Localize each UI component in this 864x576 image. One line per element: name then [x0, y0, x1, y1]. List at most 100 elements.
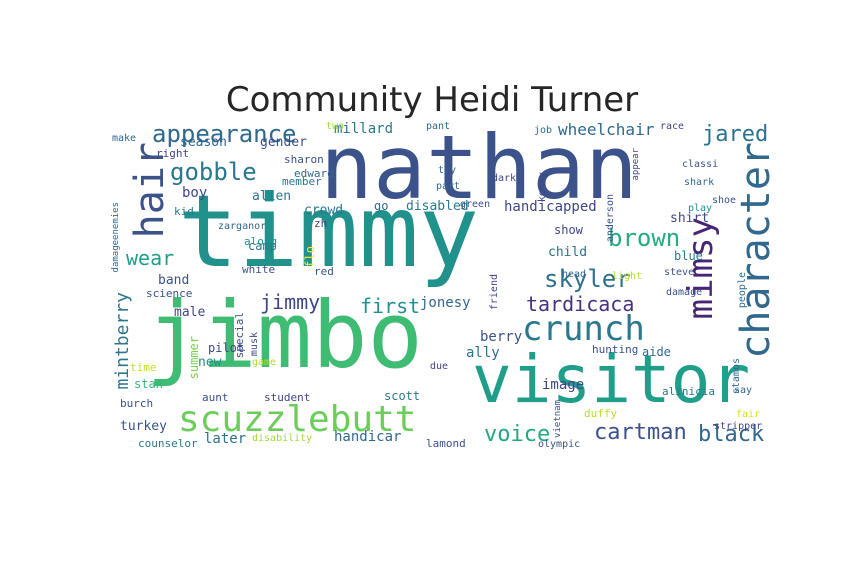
word-berry: berry [480, 329, 523, 345]
word-new: new [198, 355, 222, 370]
word-anderson: anderson [605, 194, 616, 243]
word-two: two [326, 122, 345, 132]
word-dark: dark [492, 173, 517, 184]
word-nathan: nathan [320, 122, 638, 219]
word-brown: brown [608, 224, 681, 252]
word-try: try [438, 165, 457, 176]
word-shark: shark [684, 177, 715, 188]
word-first: first [360, 294, 421, 318]
word-science: science [146, 287, 193, 300]
word-head: head [562, 269, 587, 280]
word-kenny: kenny [537, 172, 548, 203]
word-fair: fair [736, 409, 761, 420]
word-stan: stan [134, 377, 163, 391]
word-jared: jared [702, 122, 769, 147]
word-red: red [314, 265, 334, 278]
word-male: male [174, 305, 206, 320]
word-jonesy: jonesy [420, 295, 471, 311]
word-part: part [436, 181, 461, 192]
word-ally: ally [466, 345, 500, 361]
word-shoe: shoe [712, 195, 737, 206]
word-wear: wear [126, 246, 175, 270]
word-disability: disability [252, 433, 313, 444]
word-special: special [233, 312, 246, 359]
word-green: green [460, 199, 491, 210]
word-counselor: counselor [138, 437, 198, 450]
word-play: play [688, 203, 713, 214]
word-zarganor: zarganor [218, 221, 267, 232]
word-turkey: turkey [120, 419, 167, 434]
word-tardicaca: tardicaca [526, 292, 635, 316]
word-season: season [180, 135, 227, 150]
word-game: game [252, 357, 277, 368]
word-crowd: crowd [304, 203, 344, 218]
word-olympic: olympic [538, 439, 581, 450]
word-burch: burch [120, 397, 154, 410]
word-character: character [733, 142, 779, 359]
word-pilot: pilot [208, 341, 245, 355]
word-aunt: aunt [202, 391, 229, 404]
word-cartman: cartman [594, 420, 687, 445]
word-appearance: appearance [152, 122, 297, 148]
word-kid: kid [174, 205, 194, 218]
word-handicapped: handicapped [504, 199, 597, 215]
word-people: people [737, 272, 748, 309]
word-handicar: handicar [334, 429, 402, 445]
word-sharon: sharon [284, 153, 324, 166]
word-alien: alien [252, 189, 292, 204]
word-vietnam: vietnam [553, 400, 563, 438]
word-stripper: stripper [714, 421, 763, 432]
word-edward: edward [294, 167, 334, 180]
word-pant: pant [426, 122, 451, 132]
word-student: student [264, 391, 311, 404]
word-damageenemies: damageenemies [111, 202, 121, 273]
word-voice: voice [484, 422, 551, 447]
word-later: later [204, 431, 247, 447]
word-say: say [734, 385, 753, 396]
word-blue: blue [674, 249, 703, 263]
word-zh: zh [314, 217, 328, 230]
word-light: light [612, 271, 643, 282]
word-disabled: disabled [406, 199, 469, 214]
word-make: make [112, 133, 137, 144]
word-cloud: nathan timmy jimbo visitor scuzzlebutt charac… [108, 122, 780, 452]
word-visitor: visitor [472, 341, 751, 418]
word-child: child [548, 245, 588, 260]
word-right: right [156, 147, 190, 160]
word-jimbo: jimbo [146, 282, 423, 389]
word-black: black [698, 422, 765, 447]
word-boy: boy [182, 185, 208, 201]
word-alinicia: alinicia [662, 385, 715, 398]
word-aide: aide [642, 345, 671, 359]
word-millard: millard [334, 122, 394, 137]
chart-title: Community Heidi Turner [225, 80, 639, 120]
word-gobble: gobble [170, 158, 257, 186]
word-damage: damage [666, 287, 703, 298]
word-hunting: hunting [592, 343, 639, 356]
word-appear: appear [631, 148, 641, 181]
word-white: white [242, 263, 276, 276]
word-shirt: shirt [670, 211, 710, 226]
word-lamond: lamond [426, 437, 466, 450]
word-musk: musk [249, 332, 260, 357]
word-camp: camp [248, 239, 277, 253]
word-image: image [542, 377, 585, 393]
word-race: race [660, 122, 685, 132]
word-steve: steve [664, 267, 695, 278]
word-crunch: crunch [522, 309, 645, 349]
word-along: along [244, 235, 278, 248]
word-jimmy: jimmy [260, 290, 321, 314]
word-show: show [554, 223, 583, 237]
word-scuzzlebutt: scuzzlebutt [178, 399, 417, 440]
word-skyler: skyler [544, 265, 631, 293]
word-mintberry: mintberry [112, 292, 133, 390]
word-timmy: timmy [178, 173, 480, 290]
word-job: job [534, 125, 553, 136]
word-due: due [430, 361, 449, 372]
word-duffy: duffy [584, 407, 618, 420]
word-wheelchair: wheelchair [558, 122, 655, 139]
word-gender: gender [260, 135, 307, 150]
word-classi: classi [682, 159, 719, 170]
word-friend: friend [489, 274, 500, 311]
word-band: band [158, 273, 190, 288]
